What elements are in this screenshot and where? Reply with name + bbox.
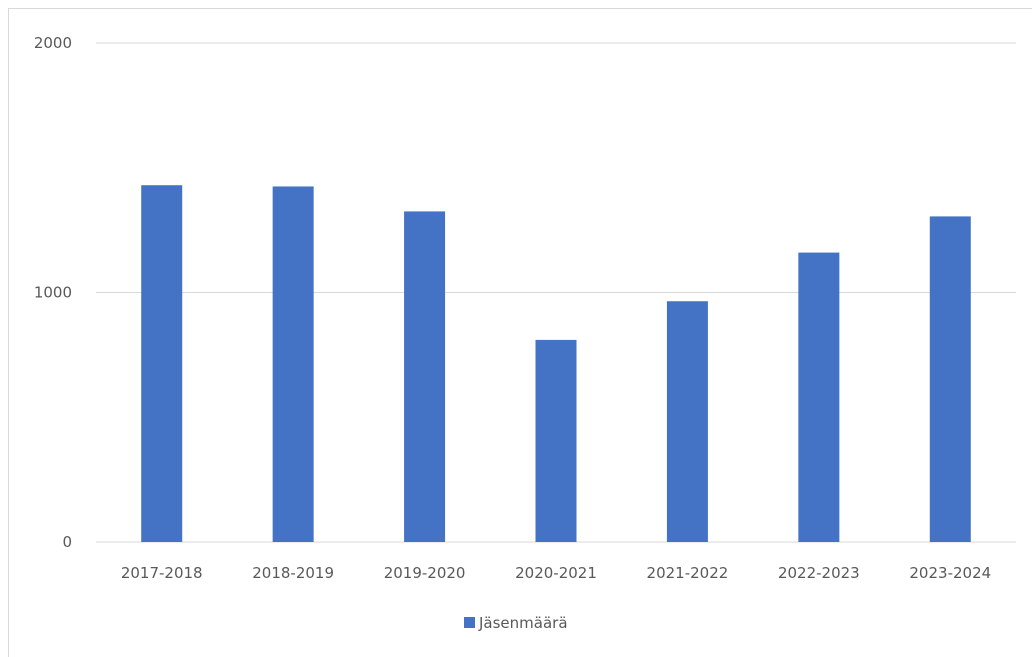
- bar-2019-2020: [404, 211, 446, 542]
- x-axis-ticks: 2017-2018 2018-2019 2019-2020 2020-2021 2021…: [121, 564, 991, 582]
- y-tick-label: 1000: [34, 284, 72, 302]
- x-tick-label: 2021-2022: [647, 564, 729, 582]
- bar-2020-2021: [535, 339, 577, 542]
- x-tick-label: 2019-2020: [384, 564, 466, 582]
- bar-2022-2023: [798, 252, 840, 542]
- y-axis-ticks: 0 1000 2000: [34, 34, 72, 551]
- bars: [141, 185, 971, 542]
- x-tick-label: 2018-2019: [252, 564, 334, 582]
- x-tick-label: 2020-2021: [515, 564, 597, 582]
- y-tick-label: 2000: [34, 34, 72, 52]
- legend: Jäsenmäärä: [464, 614, 568, 632]
- bar-2023-2024: [929, 216, 971, 542]
- x-tick-label: 2023-2024: [909, 564, 991, 582]
- y-tick-label: 0: [62, 533, 72, 551]
- legend-swatch: [464, 617, 475, 628]
- bar-2018-2019: [272, 186, 314, 542]
- x-tick-label: 2017-2018: [121, 564, 203, 582]
- bar-2017-2018: [141, 185, 183, 542]
- legend-label: Jäsenmäärä: [478, 614, 568, 632]
- bar-2021-2022: [666, 301, 708, 542]
- x-tick-label: 2022-2023: [778, 564, 860, 582]
- chart-frame: [8, 8, 1032, 657]
